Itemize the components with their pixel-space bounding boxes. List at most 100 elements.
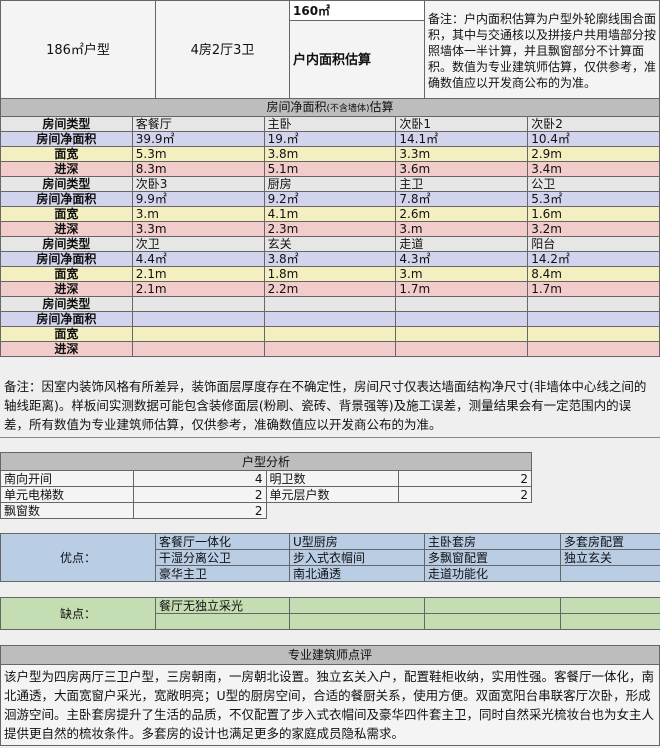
room-cell bbox=[527, 341, 660, 357]
room-cell: 次卧3 bbox=[131, 176, 265, 192]
room-note: 备注：因室内装饰风格有所差异，装饰面层厚度存在不确定性，房间尺寸仅表达墙面结构净… bbox=[4, 379, 647, 432]
row-label: 进深 bbox=[0, 281, 133, 297]
room-cell: 2.2m bbox=[263, 281, 397, 297]
room-row-width: 面宽 5.3m 3.8m 3.3m 2.9m bbox=[0, 146, 660, 162]
room-cell: 19.㎡ bbox=[263, 131, 397, 147]
pros-item: 主卧套房 bbox=[424, 533, 561, 550]
pros-item: 干湿分离公卫 bbox=[155, 549, 290, 566]
room-row-type: 房间类型 次卫 玄关 走道 阳台 bbox=[0, 236, 660, 252]
room-cell bbox=[131, 341, 265, 357]
room-cell bbox=[395, 341, 529, 357]
room-row-area: 房间净面积 9.9㎡ 9.2㎡ 7.8㎡ 5.3㎡ bbox=[0, 191, 660, 207]
row-label: 房间净面积 bbox=[0, 191, 133, 207]
room-cell: 2.1m bbox=[131, 281, 265, 297]
room-cell: 9.9㎡ bbox=[131, 191, 265, 207]
analysis-value: 2 bbox=[398, 470, 532, 487]
room-cell bbox=[131, 326, 265, 342]
cons-item bbox=[289, 597, 425, 614]
room-cell: 3.8㎡ bbox=[263, 251, 397, 267]
room-cell: 3.m bbox=[131, 206, 265, 222]
room-cell: 1.7m bbox=[527, 281, 660, 297]
room-cell: 3.4m bbox=[527, 161, 660, 177]
room-row-type: 房间类型 bbox=[0, 296, 660, 312]
room-row-width: 面宽 bbox=[0, 326, 660, 342]
room-row-depth: 进深 2.1m 2.2m 1.7m 1.7m bbox=[0, 281, 660, 297]
room-cell: 3.3m bbox=[131, 221, 265, 237]
pros-table: 优点： 客餐厅一体化 U型厨房 主卧套房 多套房配置 干湿分离公卫 步入式衣帽间 多飘窗配置独… bbox=[0, 533, 660, 582]
room-cell: 公卫 bbox=[527, 176, 660, 192]
row-label: 进深 bbox=[0, 161, 133, 177]
row-label: 房间净面积 bbox=[0, 131, 133, 147]
room-cell: 14.1㎡ bbox=[395, 131, 529, 147]
row-label: 面宽 bbox=[0, 326, 133, 342]
cons-item: 餐厅无独立采光 bbox=[155, 597, 290, 614]
room-cell: 4.1m bbox=[263, 206, 397, 222]
pros-item: U型厨房 bbox=[289, 533, 425, 550]
area-note: 备注：户内面积估算为户型外轮廓线围合面积，其中与交通核以及拼接户共用墙部分按照墙… bbox=[424, 0, 660, 102]
room-cell: 次卧1 bbox=[395, 116, 529, 132]
room-cell: 次卫 bbox=[131, 236, 265, 252]
room-area-title: 房间净面积(不含墙体)估算 bbox=[0, 98, 660, 117]
room-cell: 5.3m bbox=[131, 146, 265, 162]
room-cell bbox=[263, 296, 397, 312]
room-row-type: 房间类型 次卧3 厨房 主卫 公卫 bbox=[0, 176, 660, 192]
layout: 4房2厅3卫 bbox=[155, 0, 290, 102]
room-cell bbox=[131, 311, 265, 327]
room-cell bbox=[263, 341, 397, 357]
summary-table: 186㎡户型 4房2厅3卫 160㎡ 备注：户内面积估算为户型外轮廓线围合面积，… bbox=[0, 0, 660, 102]
row-label: 房间类型 bbox=[0, 236, 133, 252]
room-row-type: 房间类型 客餐厅 主卧 次卧1 次卧2 bbox=[0, 116, 660, 132]
row-label: 进深 bbox=[0, 341, 133, 357]
analysis-label: 明卫数 bbox=[265, 470, 400, 487]
cons-item bbox=[424, 613, 561, 630]
pros-item: 南北通透 bbox=[289, 565, 425, 582]
room-cell bbox=[395, 311, 529, 327]
cons-label: 缺点： bbox=[0, 597, 156, 630]
cons-item bbox=[155, 613, 290, 630]
analysis-label: 南向开间 bbox=[0, 470, 134, 487]
room-cell: 主卫 bbox=[395, 176, 529, 192]
room-cell: 3.6m bbox=[395, 161, 529, 177]
analysis-table: 户型分析 南向开间 4 明卫数 2 单元电梯数 2 单元层户数 2 飘窗数 2 bbox=[0, 452, 532, 519]
cons-table: 缺点： 餐厅无独立采光 bbox=[0, 597, 660, 630]
room-row-area: 房间净面积 bbox=[0, 311, 660, 327]
area-label: 户内面积估算 bbox=[289, 20, 425, 102]
room-cell: 3.m bbox=[395, 266, 529, 282]
row-label: 房间类型 bbox=[0, 176, 133, 192]
room-cell: 5.3㎡ bbox=[527, 191, 660, 207]
row-label: 面宽 bbox=[0, 266, 133, 282]
room-row-area: 房间净面积 39.9㎡ 19.㎡ 14.1㎡ 10.4㎡ bbox=[0, 131, 660, 147]
pros-item: 豪华主卫 bbox=[155, 565, 290, 582]
room-cell: 3.8m bbox=[263, 146, 397, 162]
pros-item: 步入式衣帽间 bbox=[289, 549, 425, 566]
room-cell: 8.3m bbox=[131, 161, 265, 177]
room-cell: 1.8m bbox=[263, 266, 397, 282]
room-cell: 8.4m bbox=[527, 266, 660, 282]
room-cell: 主卧 bbox=[263, 116, 397, 132]
room-cell: 14.2㎡ bbox=[527, 251, 660, 267]
row-label: 房间类型 bbox=[0, 296, 133, 312]
pros-label: 优点： bbox=[0, 533, 156, 582]
analysis-title: 户型分析 bbox=[0, 452, 532, 471]
room-row-width: 面宽 3.m 4.1m 2.6m 1.6m bbox=[0, 206, 660, 222]
room-cell bbox=[527, 296, 660, 312]
cons-item bbox=[560, 597, 660, 614]
area-value: 160㎡ bbox=[289, 0, 425, 21]
pros-item: 多飘窗配置 bbox=[424, 549, 561, 566]
analysis-label: 飘窗数 bbox=[0, 502, 134, 519]
room-cell bbox=[527, 311, 660, 327]
row-label: 进深 bbox=[0, 221, 133, 237]
cons-item bbox=[424, 597, 561, 614]
pros-item: 独立玄关 bbox=[560, 549, 660, 566]
room-cell: 5.1m bbox=[263, 161, 397, 177]
room-cell bbox=[131, 296, 265, 312]
room-cell: 4.4㎡ bbox=[131, 251, 265, 267]
row-label: 面宽 bbox=[0, 206, 133, 222]
row-label: 房间净面积 bbox=[0, 311, 133, 327]
row-label: 房间净面积 bbox=[0, 251, 133, 267]
room-cell: 次卧2 bbox=[527, 116, 660, 132]
room-row-area: 房间净面积 4.4㎡ 3.8㎡ 4.3㎡ 14.2㎡ bbox=[0, 251, 660, 267]
row-label: 面宽 bbox=[0, 146, 133, 162]
room-cell: 4.3㎡ bbox=[395, 251, 529, 267]
